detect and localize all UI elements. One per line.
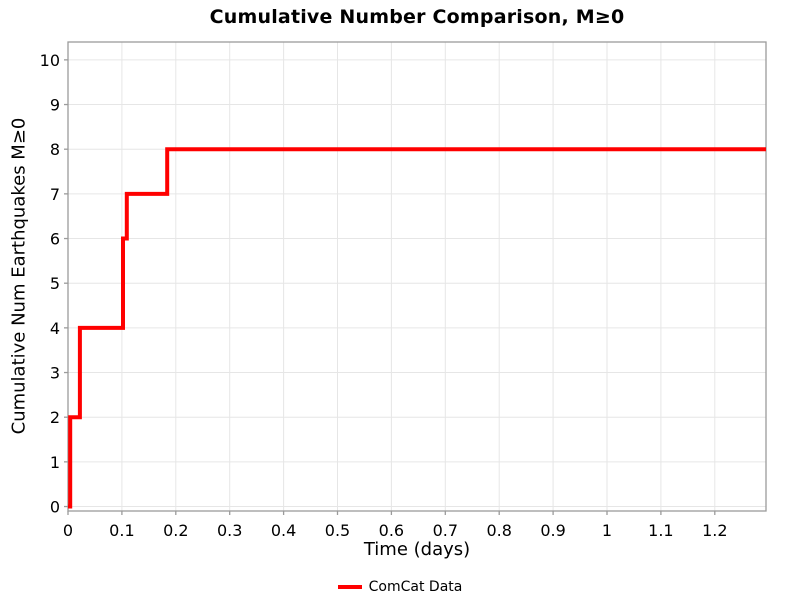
y-tick-label: 1 bbox=[50, 453, 60, 472]
y-tick-label: 6 bbox=[50, 230, 60, 249]
y-axis-label: Cumulative Num Earthquakes M≥0 bbox=[8, 117, 30, 435]
x-tick-label: 0.4 bbox=[271, 521, 296, 540]
x-tick-label: 0.5 bbox=[325, 521, 350, 540]
chart-title: Cumulative Number Comparison, M≥0 bbox=[209, 6, 625, 28]
x-tick-label: 0 bbox=[63, 521, 73, 540]
y-tick-label: 8 bbox=[50, 140, 60, 159]
x-tick-label: 1.2 bbox=[702, 521, 727, 540]
y-tick-label: 9 bbox=[50, 96, 60, 115]
y-tick-label: 5 bbox=[50, 274, 60, 293]
y-tick-label: 4 bbox=[50, 319, 60, 338]
plot-frame bbox=[67, 41, 767, 512]
legend-line-icon bbox=[337, 585, 362, 589]
x-tick-label: 0.8 bbox=[486, 521, 511, 540]
y-tick-label: 3 bbox=[50, 364, 60, 383]
legend: ComCat Data bbox=[0, 579, 800, 595]
y-tick-label: 0 bbox=[50, 498, 60, 517]
legend-label: ComCat Data bbox=[368, 579, 463, 595]
x-tick-label: 1.1 bbox=[648, 521, 673, 540]
x-tick-label: 0.7 bbox=[433, 521, 458, 540]
y-tick-label: 2 bbox=[50, 408, 60, 427]
x-axis-label: Time (days) bbox=[363, 539, 471, 560]
x-tick-label: 0.2 bbox=[163, 521, 188, 540]
series-line-comcat bbox=[68, 147, 766, 509]
x-tick-label: 0.6 bbox=[379, 521, 404, 540]
x-tick-label: 0.3 bbox=[217, 521, 242, 540]
x-tick-label: 0.9 bbox=[540, 521, 565, 540]
y-tick-label: 7 bbox=[50, 185, 60, 204]
x-tick-label: 1 bbox=[602, 521, 612, 540]
y-tick-label: 10 bbox=[40, 51, 60, 70]
x-tick-label: 0.1 bbox=[109, 521, 134, 540]
